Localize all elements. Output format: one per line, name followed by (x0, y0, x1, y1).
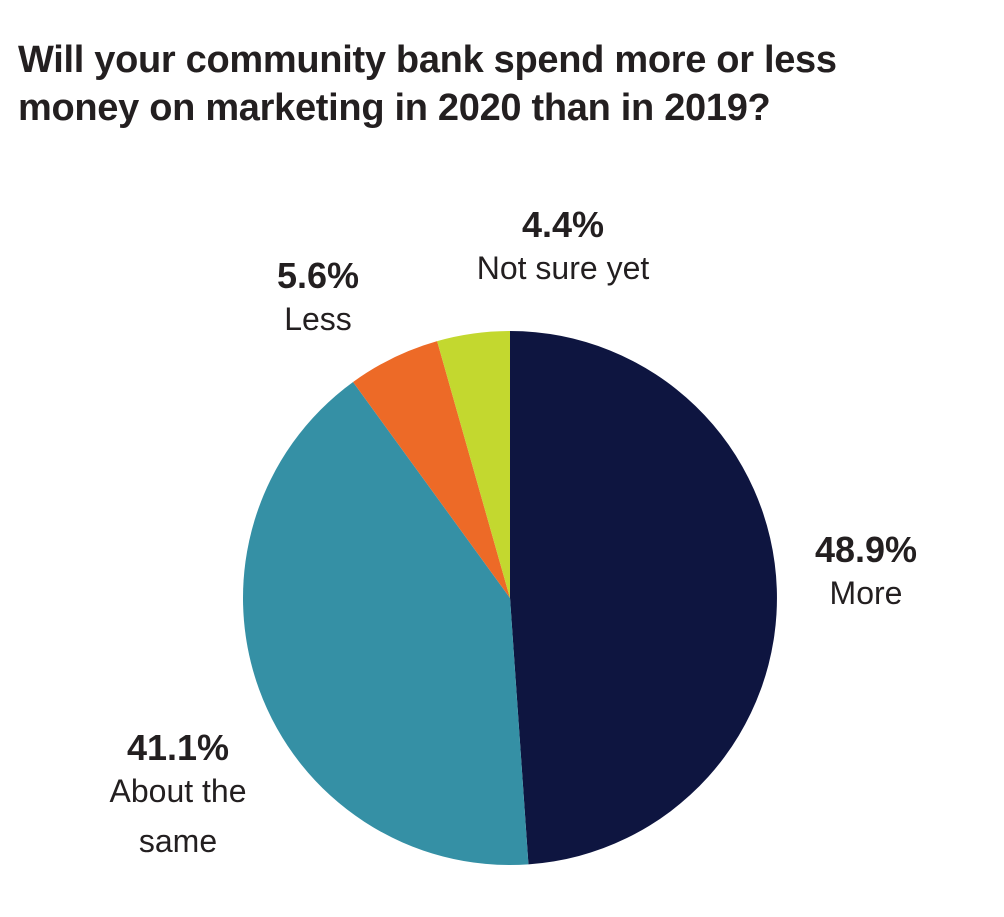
pie-slices (242, 331, 777, 865)
chart-title-line-1: Will your community bank spend more or l… (18, 39, 837, 81)
slice-category-not-sure-yet-line-1: Not sure yet (477, 250, 650, 286)
pie-labels: 48.9% More 41.1% About the same 5.6% Less 4.4% N… (110, 204, 918, 859)
chart-title-line-2: money on marketing in 2020 than in 2019? (18, 87, 771, 129)
slice-label-not-sure-yet: 4.4% Not sure yet (477, 204, 650, 286)
slice-percent-less: 5.6% (277, 255, 359, 296)
slice-category-less-line-1: Less (284, 301, 352, 337)
slice-percent-about-the-same: 41.1% (127, 727, 229, 768)
pie-slice-about-the-same (242, 381, 529, 865)
pie-slice-not-sure-yet (437, 331, 510, 598)
slice-percent-not-sure-yet: 4.4% (522, 204, 604, 245)
chart-title: Will your community bank spend more or l… (18, 36, 978, 132)
pie-slice-more (510, 331, 777, 865)
slice-label-about-the-same: 41.1% About the same (110, 727, 247, 859)
slice-label-less: 5.6% Less (277, 255, 359, 337)
pie-slice-less (353, 341, 510, 598)
slice-percent-more: 48.9% (815, 529, 917, 570)
slice-label-more: 48.9% More (815, 529, 917, 611)
slice-category-about-the-same-line-2: same (139, 823, 217, 859)
slice-category-more-line-1: More (830, 575, 903, 611)
slice-category-about-the-same-line-1: About the (110, 773, 247, 809)
